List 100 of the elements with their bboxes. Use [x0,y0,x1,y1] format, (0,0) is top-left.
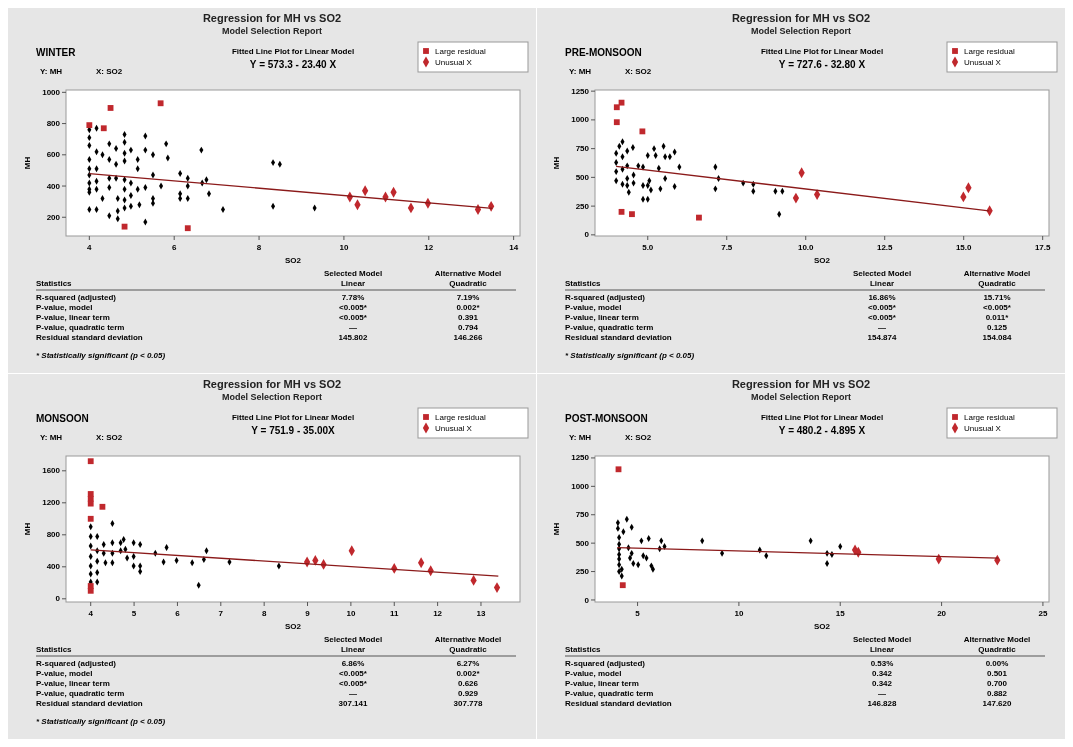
text: Y = 751.9 - 35.00X [251,425,336,436]
text: 154.874 [867,333,898,342]
text: Statistics [565,645,602,654]
text: — [878,689,886,698]
text: Residual standard deviation [36,333,143,342]
x-tick-label: 14 [509,243,519,252]
point [87,500,94,507]
x-axis-title: SO2 [813,256,831,265]
text: 0.011* [985,313,1010,322]
legend-label: Large residual [964,412,1015,422]
x-tick-label: 4 [87,243,93,252]
text: P-value, model [565,669,622,678]
legend-label: Large residual [435,412,486,422]
text: P-value, linear term [565,313,639,322]
text: <0.005* [339,313,368,322]
text: * Statistically significant (p < 0.05) [565,351,695,360]
x-axis-title: SO2 [284,256,302,265]
text: 16.86% [868,293,896,302]
x-tick-label: 7.5 [721,243,733,252]
text: Y: MH [40,433,63,442]
point [613,104,620,111]
y-tick-label: 600 [46,150,61,160]
y-tick-label: 250 [575,201,590,211]
text: POST-MONSOON [565,413,648,424]
text: 7.78% [341,293,365,302]
y-tick-label: 1200 [42,498,61,508]
y-tick-label: 500 [575,172,590,182]
x-tick-label: 5 [635,609,641,618]
point [184,225,191,232]
text: PRE-MONSOON [565,47,642,58]
x-tick-label: 25 [1038,609,1048,618]
text: Selected Model [852,269,912,278]
y-tick-label: 500 [575,538,590,548]
text: 6.27% [456,659,480,668]
text: 7.19% [456,293,480,302]
text: <0.005* [868,313,897,322]
text: R-squared (adjusted) [36,293,117,302]
text: R-squared (adjusted) [565,659,646,668]
text: P-value, quadratic term [36,323,125,332]
text: MONSOON [36,413,89,424]
text: Alternative Model [434,269,502,278]
text: Fitted Line Plot for Linear Model [231,47,355,56]
x-tick-label: 9 [305,609,311,618]
y-tick-label: 1250 [571,86,590,96]
text: Fitted Line Plot for Linear Model [760,413,884,422]
y-tick-label: 400 [46,181,61,191]
x-tick-label: 15.0 [955,243,973,252]
y-tick-label: 0 [584,595,590,605]
point [87,587,94,594]
text: R-squared (adjusted) [565,293,646,302]
y-axis-title: MH [552,156,561,170]
x-tick-label: 17.5 [1034,243,1052,252]
text: P-value, quadratic term [565,323,654,332]
text: Alternative Model [963,635,1031,644]
y-tick-label: 1000 [42,87,61,97]
text: P-value, model [36,669,93,678]
text: 0.700 [986,679,1008,688]
x-tick-label: 6 [171,243,177,252]
text: 0.391 [457,313,479,322]
text: 0.794 [457,323,479,332]
point [696,214,702,221]
text: Linear [869,279,895,288]
text: Quadratic [978,645,1017,654]
point [639,128,646,135]
text: Y = 727.6 - 32.80 X [778,59,866,70]
text: 147.620 [982,699,1013,708]
text: P-value, linear term [36,313,110,322]
point [87,515,94,522]
x-tick-label: 8 [256,243,262,252]
y-tick-label: 250 [575,567,590,577]
x-tick-label: 10 [734,609,744,618]
text: Quadratic [449,645,488,654]
text: — [349,323,357,332]
text: Residual standard deviation [36,699,143,708]
x-tick-label: 12 [424,243,434,252]
legend-label: Unusual X [964,57,1002,67]
chart-subtitle: Model Selection Report [750,26,852,36]
text: 15.71% [983,293,1011,302]
text: Y = 480.2 - 4.895 X [778,425,866,436]
legend-label: Unusual X [435,423,473,433]
x-axis-title: SO2 [813,622,831,631]
text: <0.005* [339,303,368,312]
text: 307.778 [453,699,484,708]
text: Y: MH [569,67,592,76]
text: 0.002* [456,669,481,678]
x-tick-label: 10 [346,609,356,618]
text: 0.929 [457,689,479,698]
text: 0.002* [456,303,481,312]
text: X: SO2 [96,67,123,76]
text: Linear [340,279,366,288]
x-tick-label: 5.0 [642,243,654,252]
legend-label: Large residual [964,46,1015,56]
text: X: SO2 [625,433,652,442]
text: Fitted Line Plot for Linear Model [231,413,355,422]
x-tick-label: 6 [175,609,181,618]
point [87,458,94,465]
point [157,100,164,107]
text: X: SO2 [96,433,123,442]
text: <0.005* [983,303,1012,312]
y-tick-label: 750 [575,144,590,154]
